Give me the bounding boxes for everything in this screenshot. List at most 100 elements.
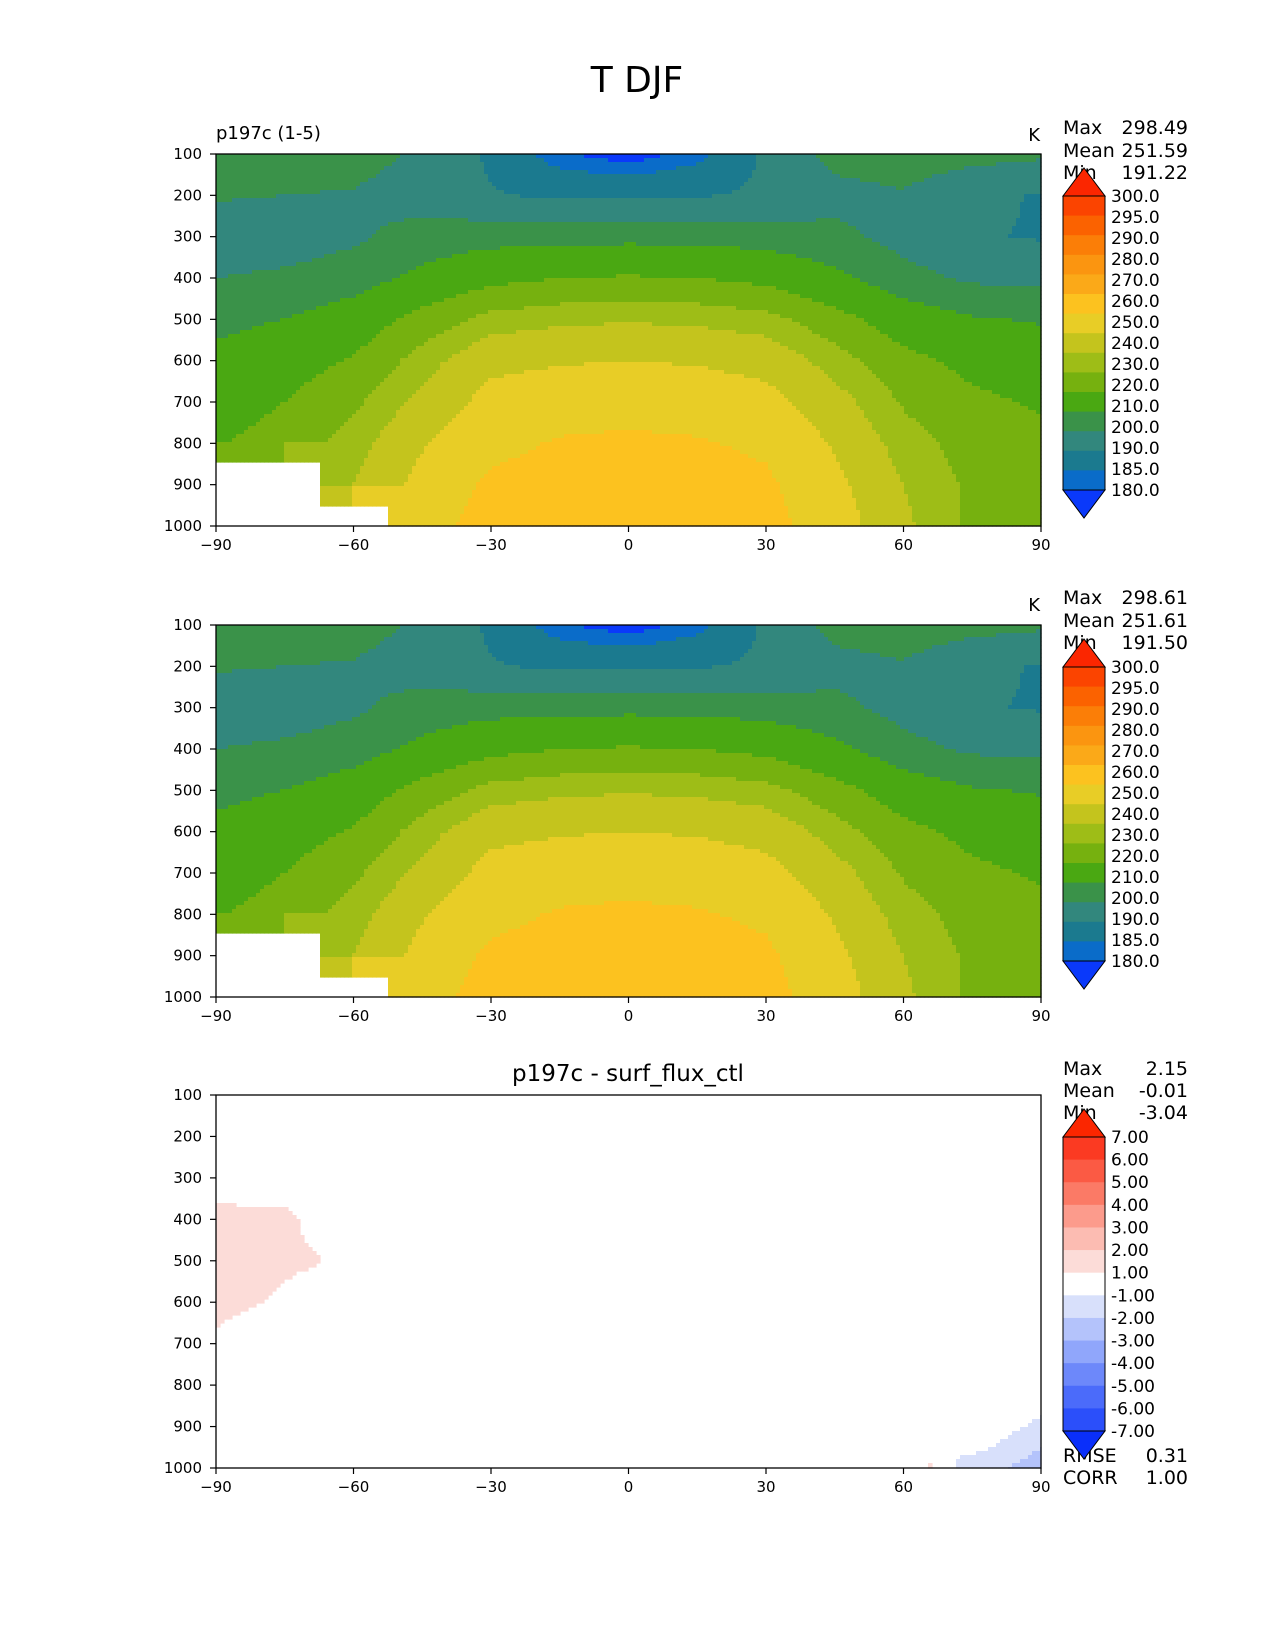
contour-cell bbox=[376, 222, 381, 227]
contour-cell bbox=[664, 222, 669, 227]
contour-cell bbox=[588, 158, 593, 163]
contour-cell bbox=[488, 158, 493, 163]
contour-cell bbox=[444, 226, 449, 231]
contour-cell bbox=[700, 238, 705, 243]
contour-cell bbox=[688, 226, 693, 231]
contour-cell bbox=[416, 202, 421, 207]
contour-cell bbox=[968, 158, 973, 163]
contour-cell bbox=[1000, 186, 1005, 191]
contour-cell bbox=[976, 246, 981, 251]
contour-cell bbox=[236, 218, 241, 223]
contour-cell bbox=[624, 170, 629, 175]
contour-cell bbox=[1008, 218, 1013, 223]
contour-cell bbox=[596, 222, 601, 227]
contour-cell bbox=[412, 210, 417, 215]
contour-cell bbox=[756, 206, 761, 211]
contour-cell bbox=[356, 210, 361, 215]
contour-cell bbox=[680, 198, 685, 203]
contour-cell bbox=[416, 214, 421, 219]
contour-cell bbox=[444, 154, 449, 159]
contour-cell bbox=[840, 206, 845, 211]
contour-cell bbox=[812, 194, 817, 199]
contour-cell bbox=[416, 166, 421, 171]
contour-cell bbox=[672, 154, 677, 159]
contour-cell bbox=[872, 238, 877, 243]
contour-cell bbox=[1028, 226, 1033, 231]
contour-cell bbox=[520, 182, 525, 187]
contour-cell bbox=[888, 170, 893, 175]
contour-cell bbox=[948, 158, 953, 163]
contour-cell bbox=[880, 206, 885, 211]
contour-cell bbox=[900, 202, 905, 207]
contour-cell bbox=[632, 162, 637, 167]
contour-cell bbox=[500, 174, 505, 179]
contour-cell bbox=[384, 182, 389, 187]
contour-cell bbox=[420, 210, 425, 215]
contour-cell bbox=[448, 222, 453, 227]
contour-cell bbox=[1008, 234, 1013, 239]
contour-cell bbox=[320, 190, 325, 195]
contour-cell bbox=[972, 154, 977, 159]
contour-cell bbox=[664, 186, 669, 191]
contour-cell bbox=[632, 206, 637, 211]
contour-cell bbox=[688, 202, 693, 207]
contour-cell bbox=[848, 178, 853, 183]
contour-cell bbox=[224, 214, 229, 219]
contour-cell bbox=[476, 214, 481, 219]
contour-cell bbox=[580, 186, 585, 191]
contour-cell bbox=[988, 170, 993, 175]
contour-cell bbox=[424, 182, 429, 187]
contour-cell bbox=[844, 182, 849, 187]
contour-cell bbox=[632, 234, 637, 239]
contour-cell bbox=[296, 182, 301, 187]
contour-cell bbox=[848, 206, 853, 211]
contour-cell bbox=[580, 198, 585, 203]
contour-cell bbox=[724, 226, 729, 231]
contour-cell bbox=[956, 198, 961, 203]
contour-cell bbox=[420, 242, 425, 247]
contour-cell bbox=[844, 186, 849, 191]
contour-cell bbox=[488, 234, 493, 239]
contour-cell bbox=[252, 206, 257, 211]
contour-cell bbox=[752, 194, 757, 199]
contour-cell bbox=[796, 186, 801, 191]
contour-cell bbox=[808, 190, 813, 195]
contour-cell bbox=[360, 214, 365, 219]
contour-cell bbox=[792, 194, 797, 199]
contour-cell bbox=[616, 222, 621, 227]
contour-cell bbox=[1028, 210, 1033, 215]
contour-cell bbox=[744, 190, 749, 195]
contour-cell bbox=[932, 246, 937, 251]
contour-cell bbox=[592, 158, 597, 163]
contour-cell bbox=[520, 202, 525, 207]
contour-cell bbox=[384, 218, 389, 223]
contour-cell bbox=[428, 194, 433, 199]
contour-cell bbox=[380, 214, 385, 219]
contour-cell bbox=[548, 166, 553, 171]
contour-cell bbox=[492, 246, 497, 251]
contour-cell bbox=[988, 210, 993, 215]
contour-cell bbox=[1000, 162, 1005, 167]
contour-cell bbox=[976, 170, 981, 175]
contour-cell bbox=[512, 166, 517, 171]
contour-cell bbox=[816, 210, 821, 215]
contour-cell bbox=[376, 198, 381, 203]
contour-cell bbox=[640, 170, 645, 175]
contour-cell bbox=[456, 198, 461, 203]
contour-cell bbox=[264, 242, 269, 247]
contour-cell bbox=[596, 234, 601, 239]
contour-cell bbox=[592, 190, 597, 195]
contour-cell bbox=[772, 186, 777, 191]
contour-cell bbox=[788, 246, 793, 251]
contour-cell bbox=[232, 178, 237, 183]
contour-cell bbox=[772, 226, 777, 231]
contour-cell bbox=[540, 218, 545, 223]
contour-cell bbox=[464, 198, 469, 203]
contour-cell bbox=[292, 202, 297, 207]
contour-cell bbox=[348, 186, 353, 191]
contour-cell bbox=[388, 190, 393, 195]
contour-cell bbox=[692, 166, 697, 171]
contour-cell bbox=[652, 166, 657, 171]
contour-cell bbox=[828, 234, 833, 239]
contour-cell bbox=[616, 162, 621, 167]
